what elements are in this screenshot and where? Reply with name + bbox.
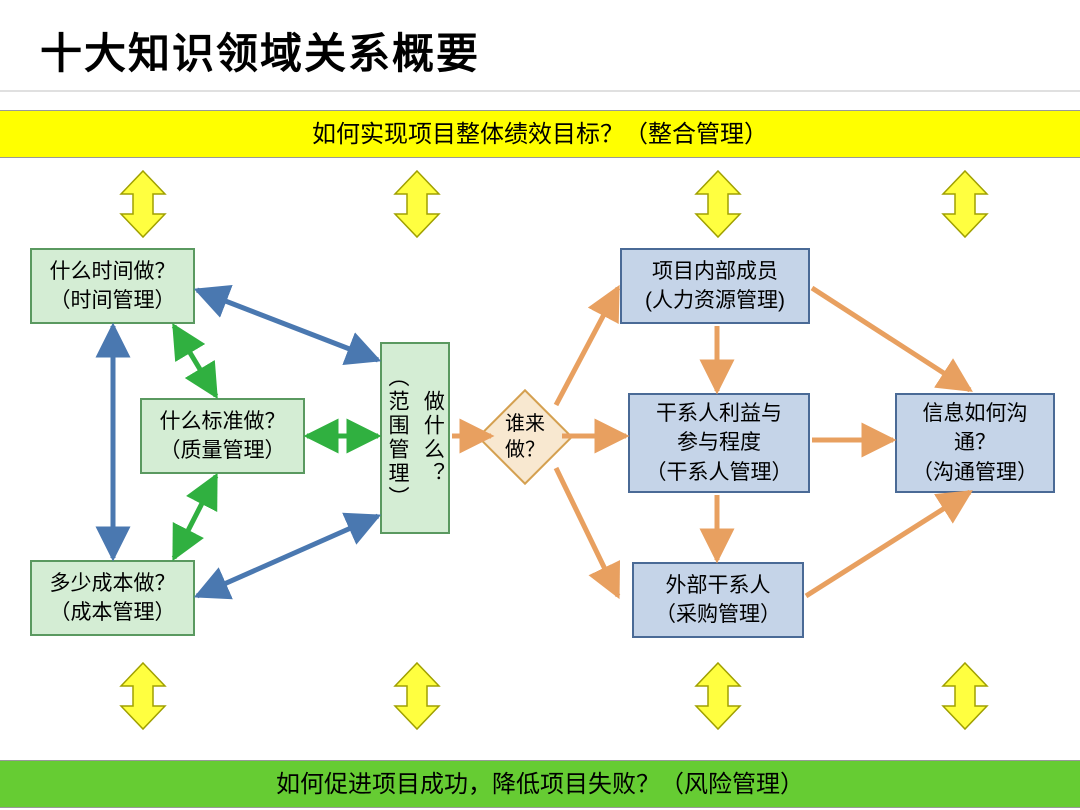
label: （成本管理） (50, 601, 176, 624)
bottom-bar-risk: 如何促进项目成功，降低项目失败？（风险管理） (0, 760, 1080, 808)
label: （沟通管理） (912, 461, 1038, 484)
label: （时间管理） (50, 289, 176, 312)
label: 干系人利益与 (656, 402, 782, 425)
box-hr-mgmt: 项目内部成员 (人力资源管理) (620, 248, 810, 324)
box-cost-mgmt: 多少成本做？ （成本管理） (30, 560, 195, 636)
box-quality-mgmt: 什么标准做？ （质量管理） (140, 398, 305, 474)
label: 谁来 (505, 413, 545, 435)
box-stakeholder-mgmt: 干系人利益与参与程度 （干系人管理） (628, 393, 810, 493)
label: 做什么？ (418, 366, 447, 510)
label: （质量管理） (160, 439, 286, 462)
label: （采购管理） (655, 603, 781, 626)
label: 信息如何沟 (923, 402, 1028, 425)
label: 通？ (954, 431, 996, 454)
top-bar-integration: 如何实现项目整体绩效目标？（整合管理） (0, 110, 1080, 158)
label: （干系人管理） (646, 461, 793, 484)
label: 多少成本做？ (50, 572, 176, 595)
title-underline (0, 90, 1080, 92)
label: 外部干系人 (666, 574, 771, 597)
box-procure-mgmt: 外部干系人 （采购管理） (632, 562, 804, 638)
label: （范围管理） (383, 366, 412, 510)
label: 什么时间做？ (50, 260, 176, 283)
box-time-mgmt: 什么时间做？ （时间管理） (30, 248, 195, 324)
page-title: 十大知识领域关系概要 (40, 20, 480, 81)
label: 什么标准做？ (160, 410, 286, 433)
label: (人力资源管理) (645, 289, 785, 312)
box-comm-mgmt: 信息如何沟通？ （沟通管理） (895, 393, 1055, 493)
box-scope-mgmt: （范围管理） 做什么？ (380, 342, 450, 534)
diamond-who: 谁来做？ (477, 389, 573, 485)
label: 做？ (505, 439, 545, 461)
label: 参与程度 (677, 431, 761, 454)
label: 项目内部成员 (652, 260, 778, 283)
